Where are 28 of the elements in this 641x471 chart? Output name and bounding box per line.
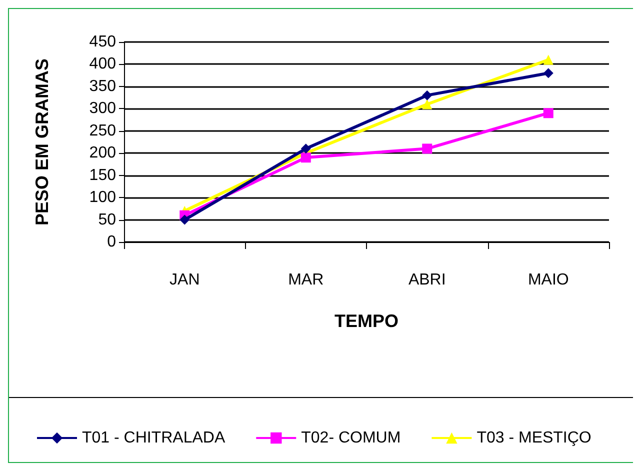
y-axis-title: PESO EM GRAMAS bbox=[32, 58, 52, 226]
y-tick-label: 100 bbox=[89, 189, 116, 206]
point bbox=[543, 54, 554, 65]
x-tick-label: ABRI bbox=[408, 272, 446, 288]
y-tick-label: 50 bbox=[98, 211, 116, 228]
y-tick-label: 450 bbox=[89, 34, 116, 50]
x-tick-label: MAIO bbox=[528, 272, 569, 288]
x-tick-label: JAN bbox=[170, 272, 200, 288]
x-axis-title: TEMPO bbox=[334, 311, 399, 331]
y-tick-label: 200 bbox=[89, 144, 116, 162]
point bbox=[300, 144, 311, 154]
y-tick-label: 150 bbox=[89, 166, 116, 184]
point bbox=[300, 152, 311, 163]
point bbox=[543, 68, 554, 78]
point bbox=[180, 214, 190, 225]
legend-label: T02- COMUM bbox=[301, 430, 401, 446]
y-tick-label: 300 bbox=[89, 100, 116, 118]
y-tick-label: 0 bbox=[107, 234, 116, 250]
y-tick-label: 250 bbox=[89, 122, 116, 140]
point bbox=[422, 90, 432, 100]
point bbox=[543, 108, 554, 118]
legend-label: T03 - MESTIÇO bbox=[476, 430, 592, 446]
point bbox=[422, 144, 432, 154]
legend-label: T01 - CHITRALADA bbox=[82, 430, 226, 446]
y-tick-label: 350 bbox=[89, 78, 116, 95]
y-tick-label: 400 bbox=[89, 56, 116, 73]
point bbox=[422, 99, 432, 110]
x-tick-label: MAR bbox=[288, 272, 324, 288]
